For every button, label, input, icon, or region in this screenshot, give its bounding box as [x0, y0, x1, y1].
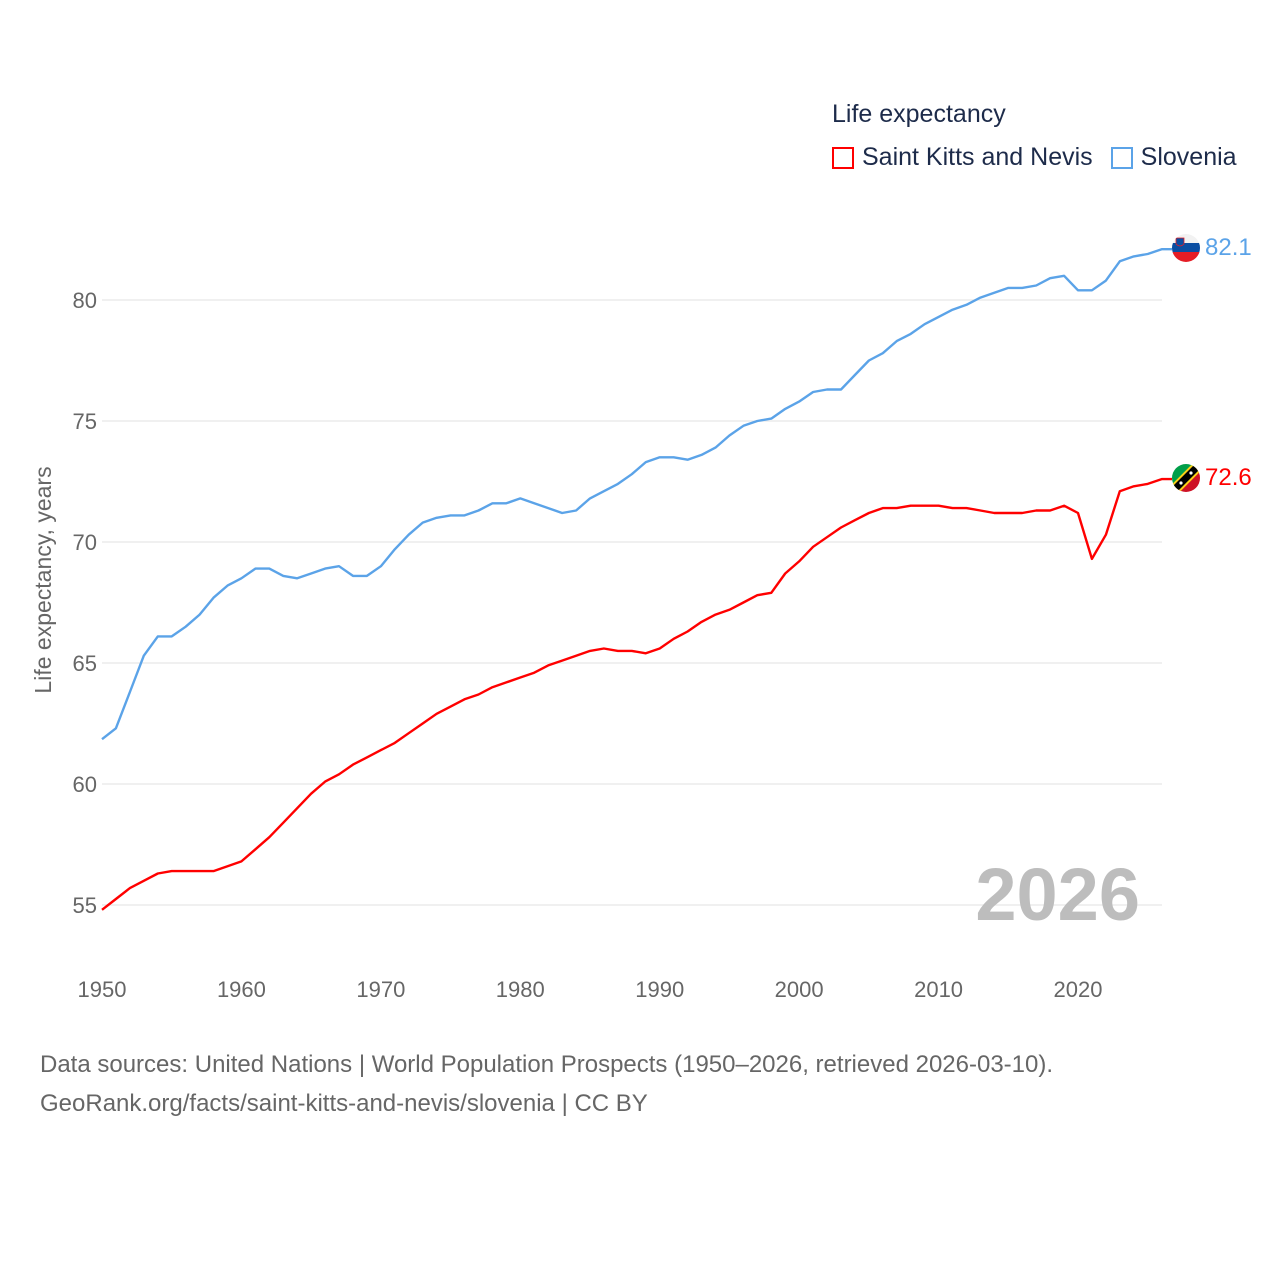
- source-link[interactable]: GeoRank.org/facts/saint-kitts-and-nevis/…: [40, 1090, 648, 1117]
- y-axis-label: Life expectancy, years: [30, 466, 56, 693]
- y-tick-label: 80: [73, 288, 97, 313]
- legend-swatch-slovenia: [1110, 146, 1133, 169]
- series-line-saint-kitts-and-nevis: [101, 477, 1172, 911]
- x-axis-ticks: 1950 1960 1970 1980 1990 2000 2010 2020: [78, 977, 1103, 1002]
- series-lines: [101, 247, 1172, 911]
- legend-swatch-saint-kitts: [832, 146, 854, 169]
- x-tick-label: 1970: [356, 977, 405, 1002]
- x-tick-label: 2010: [914, 977, 963, 1002]
- x-tick-label: 1990: [635, 977, 684, 1002]
- y-tick-label: 75: [73, 409, 97, 434]
- y-tick-label: 65: [73, 651, 97, 676]
- legend-title: Life expectancy: [832, 100, 1006, 128]
- gridlines: [102, 299, 1162, 906]
- y-axis-ticks: 55 60 65 70 75 80: [73, 288, 97, 918]
- x-tick-label: 2020: [1054, 977, 1103, 1002]
- x-tick-label: 1950: [78, 977, 127, 1002]
- legend: Life expectancy Saint Kitts and Nevis Sl…: [832, 100, 1237, 172]
- x-tick-label: 2000: [775, 977, 824, 1002]
- slovenia-flag-icon: [1172, 234, 1200, 262]
- series-line-slovenia: [101, 247, 1172, 741]
- x-tick-label: 1960: [217, 977, 266, 1002]
- saint-kitts-and-nevis-flag-icon: [1172, 464, 1200, 492]
- saint-kitts-end-value-label: 72.6: [1205, 464, 1252, 491]
- data-sources-text: Data sources: United Nations | World Pop…: [40, 1051, 1054, 1078]
- legend-label-slovenia[interactable]: Slovenia: [1140, 143, 1237, 171]
- slovenia-end-value-label: 82.1: [1205, 234, 1252, 261]
- footer: Data sources: United Nations | World Pop…: [40, 1045, 1053, 1123]
- y-tick-label: 70: [73, 530, 97, 555]
- legend-label-saint-kitts[interactable]: Saint Kitts and Nevis: [862, 143, 1093, 171]
- year-watermark: 2026: [975, 853, 1140, 936]
- y-tick-label: 60: [73, 772, 97, 797]
- x-tick-label: 1980: [496, 977, 545, 1002]
- y-tick-label: 55: [73, 893, 97, 918]
